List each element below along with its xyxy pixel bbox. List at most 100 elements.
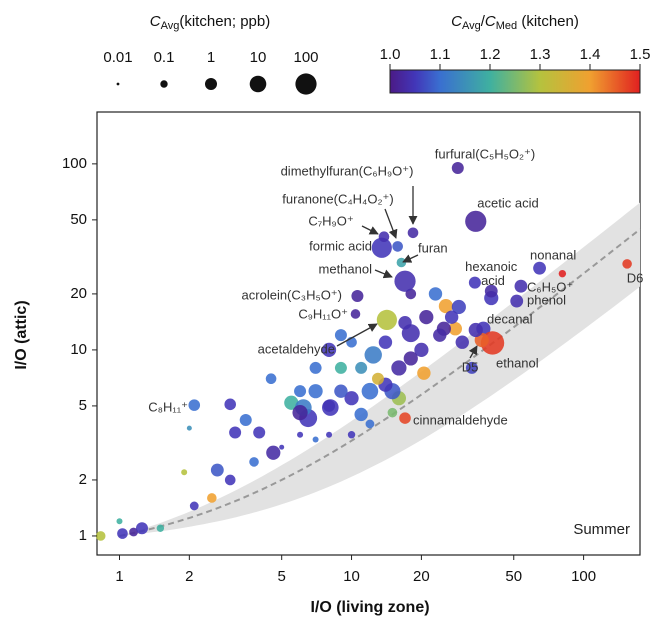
annotation-arrow	[361, 225, 379, 235]
data-point	[334, 384, 348, 398]
x-axis-title: I/O (living zone)	[310, 599, 429, 616]
data-point	[387, 407, 398, 418]
data-point	[407, 227, 419, 239]
data-point	[326, 431, 333, 438]
data-point	[371, 372, 384, 385]
title-part: Med	[496, 20, 517, 32]
annotation-arrow	[374, 269, 393, 279]
data-point	[292, 405, 308, 421]
title-part: /	[481, 13, 486, 30]
x-tick-label: 2	[185, 568, 193, 585]
size-legend-dot	[249, 75, 267, 93]
data-point	[294, 385, 307, 398]
data-point	[135, 522, 148, 535]
data-point	[419, 310, 434, 325]
title-part: C	[451, 13, 462, 30]
annotation-arrow	[384, 208, 398, 239]
annotation: furan	[418, 240, 448, 255]
data-point	[391, 360, 407, 376]
data-point	[371, 237, 392, 258]
annotation: C₇H₉O⁺	[308, 213, 353, 228]
title-part: Avg	[462, 20, 481, 32]
data-point	[465, 210, 487, 232]
model-layer	[119, 202, 641, 537]
data-point	[414, 342, 429, 358]
data-point	[321, 342, 337, 358]
annotation: nonanal	[530, 247, 576, 262]
data-point	[444, 310, 459, 324]
colorbar-label: 1.2	[480, 46, 501, 63]
size-legend-label: 100	[293, 49, 318, 66]
annotation: dimethylfuran(C₆H₉O⁺)	[281, 163, 414, 178]
data-point	[438, 298, 453, 314]
x-tick-label: 50	[505, 568, 522, 585]
size-legend-label: 0.01	[103, 49, 132, 66]
data-point	[249, 457, 259, 467]
data-point	[322, 399, 339, 416]
annotations: furfural(C₅H₅O₂⁺) dimethylfuran(C₆H₉O⁺) fu…	[148, 146, 643, 427]
annotation: acrolein(C₃H₅O⁺)	[242, 287, 342, 302]
data-point	[399, 412, 411, 424]
y-tick-label: 1	[79, 527, 87, 544]
data-point	[484, 284, 498, 298]
data-point	[117, 528, 128, 539]
data-point	[378, 231, 390, 243]
data-point	[451, 162, 464, 175]
model-line	[119, 228, 641, 537]
annotation-line: acid	[481, 273, 505, 288]
data-point	[394, 270, 416, 292]
data-point	[465, 361, 478, 374]
annotation: formic acid	[309, 238, 372, 253]
annotation-arrow	[468, 345, 478, 359]
data-point	[186, 425, 192, 431]
annotation: decanal	[487, 311, 533, 326]
data-point	[392, 241, 403, 252]
data-point	[95, 531, 106, 541]
annotation: acetaldehyde	[258, 341, 335, 356]
data-point	[428, 287, 443, 301]
data-point	[309, 361, 322, 374]
annotation: methanol	[319, 261, 373, 276]
data-point	[156, 524, 165, 532]
data-point	[364, 346, 382, 364]
title-part: (kitchen; ppb)	[179, 13, 270, 30]
size-legend-label: 1	[207, 49, 215, 66]
data-point	[129, 527, 138, 537]
data-point	[376, 309, 397, 330]
annotation: ethanol	[496, 355, 539, 370]
data-point	[433, 328, 447, 342]
y-tick-label: 20	[70, 285, 87, 302]
color-legend-title: CAvg/CMed (kitchen)	[451, 13, 579, 32]
x-tick-label: 100	[571, 568, 596, 585]
data-point	[347, 431, 356, 439]
annotation: acetic acid	[477, 195, 538, 210]
data-point	[350, 309, 361, 319]
data-point	[210, 463, 224, 477]
title-part: C	[150, 13, 161, 30]
y-tick-label: 10	[70, 341, 87, 358]
points	[95, 162, 632, 541]
annotation: D5	[462, 359, 479, 374]
annotation: phenol	[527, 292, 566, 307]
colorbar-label: 1.0	[380, 46, 401, 63]
data-point	[396, 257, 407, 268]
data-point	[451, 299, 466, 315]
data-point	[361, 382, 379, 400]
x-tick-label: 5	[278, 568, 286, 585]
data-point	[514, 279, 528, 293]
annotation-line: hexanoic	[465, 259, 521, 274]
x-tick-label: 10	[343, 568, 360, 585]
data-point	[378, 335, 393, 349]
data-point	[533, 261, 546, 275]
annotation: cinnamaldehyde	[413, 412, 508, 427]
data-point	[334, 329, 347, 342]
annotation: D6	[627, 270, 644, 285]
title-part: (kitchen)	[517, 13, 579, 30]
data-point	[558, 269, 567, 278]
y-tick-label: 50	[70, 211, 87, 228]
data-point	[224, 398, 236, 411]
y-axis-title: I/O (attic)	[13, 300, 30, 369]
data-point	[181, 469, 188, 476]
y-tick-label: 2	[79, 471, 87, 488]
